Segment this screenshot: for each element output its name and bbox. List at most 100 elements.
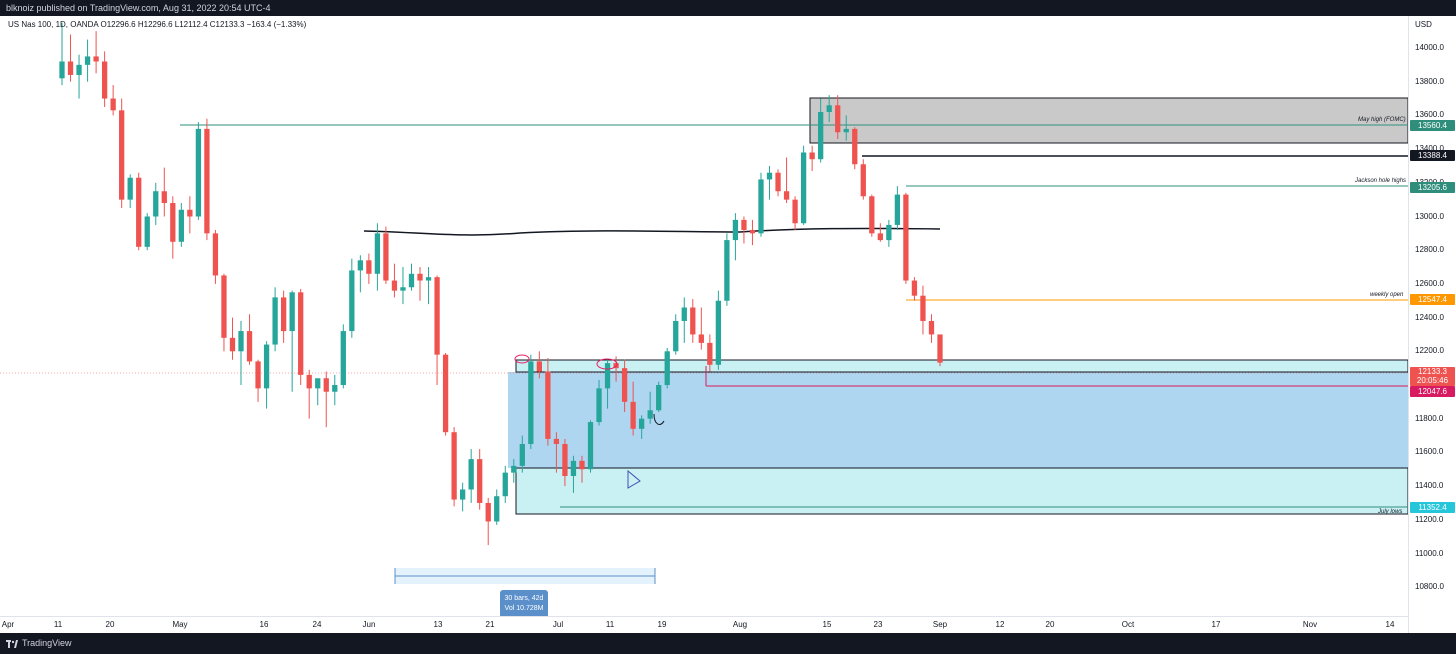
candle-body [67, 61, 74, 75]
time-tick: 24 [312, 620, 322, 629]
moving-average-line [363, 227, 941, 236]
price-tick: 14000.0 [1415, 43, 1444, 52]
candle-body [604, 363, 611, 389]
candle-body [920, 295, 926, 321]
time-tick: 15 [822, 620, 832, 629]
candle-body [886, 224, 892, 241]
symbol-legend: US Nas 100, 1D, OANDA O12296.6 H12296.6 … [8, 20, 307, 29]
price-tick: 11000.0 [1415, 548, 1444, 558]
measure-volume: Vol 10.728M [504, 605, 544, 612]
candle-countdown: 20:05:46 [1416, 376, 1449, 385]
candle-body [553, 438, 560, 444]
candle-body [783, 191, 790, 200]
time-tick: 11 [53, 620, 63, 629]
weekly-open-price-label: 12547.4 [1410, 294, 1455, 305]
candle-body [255, 361, 261, 389]
time-tick: May [172, 620, 188, 629]
candle-body [511, 465, 517, 473]
candle-body [860, 164, 866, 197]
price-tick: 13800.0 [1415, 76, 1444, 86]
price-chart[interactable] [0, 16, 1408, 616]
time-tick: Jul [552, 620, 564, 629]
candle-body [621, 368, 628, 402]
candle-body [400, 287, 406, 291]
candle-body [161, 191, 167, 204]
marker-ellipse-1 [514, 354, 530, 364]
candle-body [587, 422, 594, 470]
price-tick: 10800.0 [1415, 582, 1444, 592]
tradingview-logo-icon [6, 639, 18, 648]
candle-body [408, 273, 415, 288]
price-tick: 11800.0 [1415, 413, 1444, 423]
price-axis[interactable]: USD 14000.013800.013600.013400.013200.01… [1408, 16, 1456, 633]
candle-body [792, 199, 798, 224]
candle-body [357, 260, 363, 271]
drawn-shape-2 [653, 413, 665, 425]
footer-brand: TradingView [22, 638, 72, 648]
candle-body [690, 307, 696, 335]
candle-body [374, 233, 381, 274]
candle-body [758, 179, 764, 234]
chart-area[interactable]: US Nas 100, 1D, OANDA O12296.6 H12296.6 … [0, 16, 1408, 618]
candle-body [84, 56, 91, 65]
candle-body [869, 196, 875, 234]
candle-body [656, 385, 662, 411]
time-tick: 21 [485, 620, 495, 629]
candle-body [681, 307, 687, 321]
currency-label: USD [1415, 20, 1432, 29]
candle-body [340, 331, 346, 385]
candle-body [144, 216, 150, 247]
price-tick: 12200.0 [1415, 346, 1444, 356]
time-tick: 13 [433, 620, 443, 629]
candle-body [366, 260, 372, 274]
time-axis[interactable]: Apr 11 20 May 16 24 Jun 13 21 Jul 11 19 Aug 15 23 Sep 12… [0, 616, 1408, 634]
time-tick: Sep [932, 620, 948, 629]
time-tick: 20 [105, 620, 115, 629]
candle-body [749, 229, 756, 234]
breakout-zone [515, 359, 1408, 373]
time-tick: Aug [732, 620, 748, 629]
candle-body [698, 334, 704, 343]
level-13388-price-label: 13388.4 [1410, 150, 1455, 161]
candle-body [502, 472, 508, 497]
candle-body [136, 177, 142, 247]
candle-body [323, 378, 329, 392]
candle-body [170, 203, 176, 242]
time-tick: Jun [362, 620, 376, 629]
jackson-hole-price-label: 13205.6 [1410, 182, 1455, 193]
time-tick: 19 [657, 620, 667, 629]
candle-body [178, 209, 184, 242]
level-12047-price-label: 12047.6 [1410, 386, 1455, 397]
candle-body [76, 64, 82, 75]
candle-body [417, 273, 423, 281]
candle-body [715, 300, 722, 365]
may-high-price-label: 13560.4 [1410, 120, 1455, 131]
candle-body [732, 219, 739, 241]
candle-body [707, 342, 713, 365]
candle-body [238, 331, 244, 352]
candle-body [741, 219, 747, 230]
candle-body [59, 61, 65, 79]
candle-body [800, 152, 807, 224]
candle-body [451, 432, 457, 500]
supply-zone [809, 97, 1408, 144]
candle-body [434, 277, 440, 355]
price-tick: 13000.0 [1415, 211, 1444, 221]
candle-body [903, 194, 909, 281]
candle-body [477, 459, 483, 503]
candle-body [835, 105, 841, 133]
may-high-annotation: May high (FOMC) [1358, 117, 1406, 123]
candle-body [852, 128, 858, 165]
candle-body [383, 233, 389, 281]
candle-body [596, 388, 602, 423]
candle-body [425, 277, 432, 281]
time-tick: 20 [1045, 620, 1055, 629]
candle-body [664, 351, 670, 385]
candle-body [485, 502, 491, 522]
candle-body [306, 374, 312, 389]
price-tick: 13400.0 [1415, 144, 1444, 154]
marker-ellipse-2 [596, 358, 618, 370]
time-tick: Nov [1302, 620, 1318, 629]
july-lows-annotation: July lows [1378, 509, 1403, 515]
time-tick: 12 [995, 620, 1005, 629]
